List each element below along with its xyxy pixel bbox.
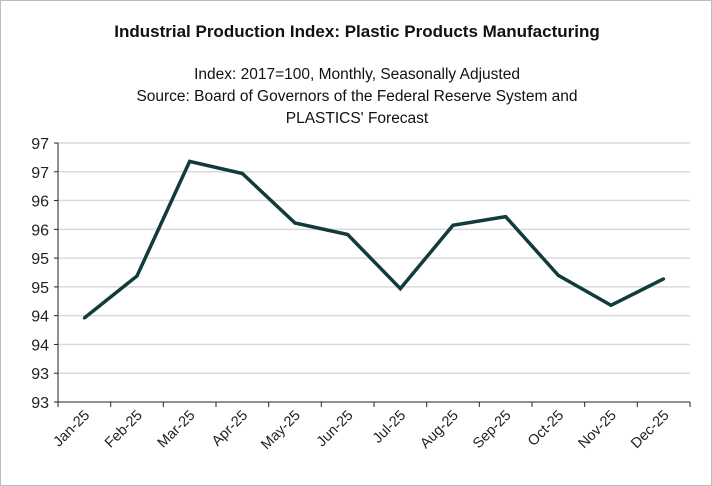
x-tick-label: Apr-25 [209,408,251,450]
data-point [662,277,666,281]
y-tick-label: 96 [31,222,49,239]
data-point [556,273,560,277]
x-tick-label: Dec-25 [628,408,672,452]
x-tick-label: Jun-25 [314,408,357,451]
data-point [135,274,139,278]
x-tick-label: May-25 [258,408,304,454]
x-tick-label: Aug-25 [417,408,461,452]
data-point [451,223,455,227]
y-tick-label: 96 [31,194,49,211]
chart-subtitle-line-3: PLASTICS' Forecast [285,110,429,127]
x-tick-label: Nov-25 [575,408,619,452]
chart-subtitle-line-1: Index: 2017=100, Monthly, Seasonally Adj… [194,66,520,83]
data-point [398,287,402,291]
chart-subtitle-line-2: Source: Board of Governors of the Federa… [136,88,578,105]
y-tick-label: 95 [31,280,49,297]
series-line [83,159,665,320]
y-tick-label: 97 [31,165,49,182]
data-point [240,172,244,176]
data-point [82,316,86,320]
x-tick-label: Mar-25 [155,408,199,452]
y-tick-label: 93 [31,395,49,412]
x-tick-label: Jan-25 [50,408,93,451]
x-tick-label: Oct-25 [525,408,567,450]
y-tick-label: 95 [31,251,49,268]
y-tick-label: 97 [31,136,49,153]
data-point [293,221,297,225]
x-tick-label: Jul-25 [370,408,409,447]
y-tick-label: 94 [31,337,49,354]
chart-title: Industrial Production Index: Plastic Pro… [114,22,600,41]
y-tick-label: 93 [31,366,49,383]
data-point [609,303,613,307]
data-point [346,233,350,237]
x-tick-label: Feb-25 [102,408,146,452]
data-point [188,159,192,163]
data-point [504,215,508,219]
y-tick-label: 94 [31,309,49,326]
x-tick-label: Sep-25 [470,408,514,452]
